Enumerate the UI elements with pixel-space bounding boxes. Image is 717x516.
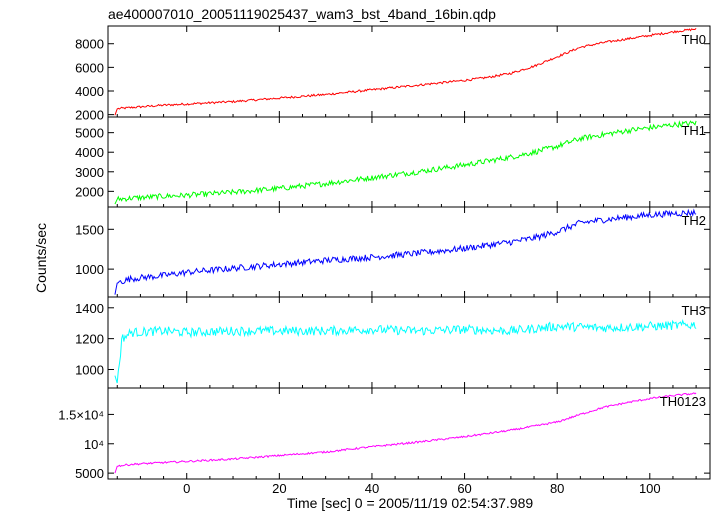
x-tick-labels: 0 20 40 60 80 100 [183, 481, 661, 496]
series-line-th0 [114, 27, 697, 116]
y-tick-label: 8000 [75, 37, 104, 52]
y-axis-label: Counts/sec [33, 223, 49, 293]
x-tick-label: 40 [365, 481, 379, 496]
y-tick-label: 2000 [75, 184, 104, 199]
x-tick-label: 80 [550, 481, 564, 496]
y-tick-label: 4000 [75, 145, 104, 160]
panel-th0123: 5000 10⁴ 1.5×10⁴ TH0123 [58, 387, 711, 481]
panel-th3: 1000 1200 1400 TH3 [75, 296, 711, 389]
x-tick-label: 100 [639, 481, 661, 496]
panel-frame [107, 116, 711, 208]
panel-th2: 1000 1500 TH2 [75, 206, 711, 298]
y-tick-label: 1200 [75, 332, 104, 347]
series-line-th0123 [114, 392, 697, 474]
panel-th1: 2000 3000 4000 5000 TH1 [75, 116, 711, 208]
panels-group: 2000 4000 6000 8000 TH0 2000 3000 4000 5000 TH1 10… [58, 25, 711, 481]
x-axis-label: Time [sec] 0 = 2005/11/19 02:54:37.989 [287, 495, 534, 511]
panel-name-label: TH1 [681, 123, 706, 138]
y-tick-label: 1000 [75, 262, 104, 277]
y-tick-label: 5000 [75, 126, 104, 141]
x-tick-label: 60 [457, 481, 471, 496]
panel-name-label: TH0123 [660, 394, 706, 409]
panel-frame [107, 296, 711, 389]
y-tick-label: 5000 [75, 466, 104, 481]
y-tick-label: 1.5×10⁴ [58, 407, 104, 422]
x-tick-label: 0 [183, 481, 190, 496]
y-tick-label: 4000 [75, 84, 104, 99]
y-tick-label: 2000 [75, 108, 104, 123]
series-line-th2 [114, 208, 697, 295]
panel-name-label: TH2 [681, 213, 706, 228]
series-line-th3 [114, 319, 697, 384]
y-tick-label: 1000 [75, 362, 104, 377]
y-tick-label: 3000 [75, 165, 104, 180]
panel-frame [107, 387, 711, 480]
panel-name-label: TH3 [681, 303, 706, 318]
x-tick-label: 20 [272, 481, 286, 496]
y-tick-label: 10⁴ [84, 437, 104, 452]
y-tick-label: 1400 [75, 301, 104, 316]
chart-title: ae400007010_20051119025437_wam3_bst_4ban… [108, 6, 496, 22]
panel-th0: 2000 4000 6000 8000 TH0 [75, 25, 711, 123]
y-tick-label: 6000 [75, 60, 104, 75]
series-line-th1 [114, 120, 697, 205]
panel-name-label: TH0 [681, 32, 706, 47]
y-tick-label: 1500 [75, 222, 104, 237]
